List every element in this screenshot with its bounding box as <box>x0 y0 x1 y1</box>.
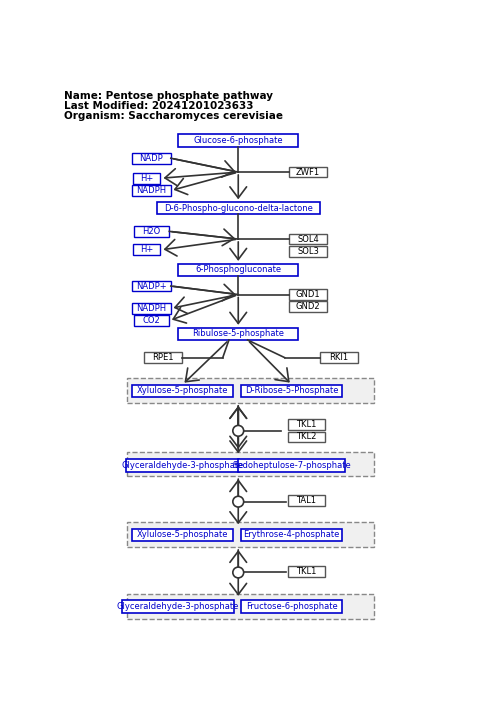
FancyBboxPatch shape <box>288 566 325 577</box>
Text: ZWF1: ZWF1 <box>296 167 320 177</box>
FancyBboxPatch shape <box>289 234 326 245</box>
Text: D-Ribose-5-Phosphate: D-Ribose-5-Phosphate <box>245 386 338 396</box>
Text: TKL2: TKL2 <box>296 432 317 442</box>
Text: D-6-Phospho-glucono-delta-lactone: D-6-Phospho-glucono-delta-lactone <box>164 203 312 213</box>
Text: TKL1: TKL1 <box>296 567 317 576</box>
Text: NADP: NADP <box>140 154 163 163</box>
FancyBboxPatch shape <box>241 529 342 541</box>
FancyBboxPatch shape <box>132 529 233 541</box>
FancyBboxPatch shape <box>241 601 342 613</box>
Text: Xylulose-5-phosphate: Xylulose-5-phosphate <box>137 386 228 396</box>
Text: Erythrose-4-phosphate: Erythrose-4-phosphate <box>243 530 340 540</box>
FancyBboxPatch shape <box>127 594 374 619</box>
Text: CO2: CO2 <box>143 316 160 325</box>
Text: SOL4: SOL4 <box>297 235 319 244</box>
FancyBboxPatch shape <box>178 264 298 276</box>
Text: GND2: GND2 <box>296 302 320 311</box>
FancyBboxPatch shape <box>321 352 358 363</box>
Text: RPE1: RPE1 <box>152 353 174 362</box>
Text: H+: H+ <box>140 174 154 183</box>
Text: Sedoheptulose-7-phosphate: Sedoheptulose-7-phosphate <box>232 461 351 470</box>
Text: TAL1: TAL1 <box>297 496 316 506</box>
FancyBboxPatch shape <box>134 226 169 237</box>
FancyBboxPatch shape <box>289 246 326 257</box>
FancyBboxPatch shape <box>121 601 234 613</box>
FancyBboxPatch shape <box>288 432 325 442</box>
Text: Ribulose-5-phosphate: Ribulose-5-phosphate <box>192 329 284 338</box>
Text: TKL1: TKL1 <box>296 420 317 429</box>
Text: GND1: GND1 <box>296 290 320 299</box>
FancyBboxPatch shape <box>132 153 171 164</box>
Text: Fructose-6-phosphate: Fructose-6-phosphate <box>246 602 337 611</box>
Text: RKI1: RKI1 <box>329 353 348 362</box>
FancyBboxPatch shape <box>132 303 171 314</box>
Text: NADPH: NADPH <box>136 304 167 313</box>
Text: H2O: H2O <box>143 227 161 236</box>
Text: 6-Phosphogluconate: 6-Phosphogluconate <box>195 265 281 274</box>
FancyBboxPatch shape <box>238 459 345 471</box>
Text: Organism: Saccharomyces cerevisiae: Organism: Saccharomyces cerevisiae <box>64 111 283 121</box>
FancyBboxPatch shape <box>144 352 181 363</box>
FancyBboxPatch shape <box>178 135 298 147</box>
FancyBboxPatch shape <box>127 379 374 403</box>
Circle shape <box>233 496 244 507</box>
FancyBboxPatch shape <box>132 281 171 291</box>
Text: Glyceraldehyde-3-phosphate: Glyceraldehyde-3-phosphate <box>121 461 244 470</box>
Text: H+: H+ <box>140 245 154 255</box>
FancyBboxPatch shape <box>241 384 342 397</box>
FancyBboxPatch shape <box>132 185 171 196</box>
Circle shape <box>233 425 244 436</box>
Text: Glucose-6-phosphate: Glucose-6-phosphate <box>193 136 283 145</box>
Text: Xylulose-5-phosphate: Xylulose-5-phosphate <box>137 530 228 540</box>
FancyBboxPatch shape <box>133 173 160 184</box>
FancyBboxPatch shape <box>289 301 326 312</box>
FancyBboxPatch shape <box>289 289 326 300</box>
FancyBboxPatch shape <box>288 496 325 506</box>
Circle shape <box>233 567 244 578</box>
FancyBboxPatch shape <box>289 167 326 177</box>
Text: Last Modified: 20241201023633: Last Modified: 20241201023633 <box>64 101 253 111</box>
FancyBboxPatch shape <box>134 316 169 326</box>
Text: SOL3: SOL3 <box>297 247 319 256</box>
FancyBboxPatch shape <box>132 384 233 397</box>
Text: Glyceraldehyde-3-phosphate: Glyceraldehyde-3-phosphate <box>117 602 239 611</box>
FancyBboxPatch shape <box>288 419 325 430</box>
FancyBboxPatch shape <box>126 459 239 471</box>
FancyBboxPatch shape <box>133 245 160 255</box>
FancyBboxPatch shape <box>127 452 374 476</box>
FancyBboxPatch shape <box>127 523 374 547</box>
Text: NADPH: NADPH <box>136 186 167 195</box>
Text: Name: Pentose phosphate pathway: Name: Pentose phosphate pathway <box>64 91 273 101</box>
Text: NADP+: NADP+ <box>136 281 167 291</box>
FancyBboxPatch shape <box>178 328 298 340</box>
FancyBboxPatch shape <box>157 202 320 214</box>
